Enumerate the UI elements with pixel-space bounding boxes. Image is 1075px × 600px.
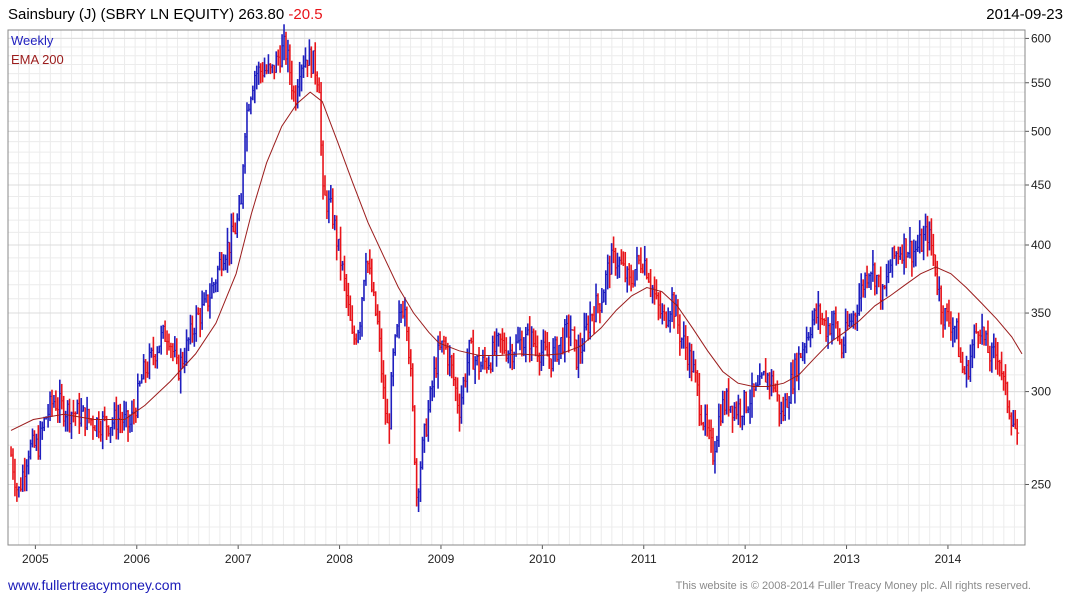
- y-tick-label: 250: [1031, 477, 1051, 491]
- x-tick-label: 2009: [428, 552, 455, 566]
- security-name: Sainsbury (J) (SBRY LN EQUITY): [8, 6, 235, 23]
- y-tick-label: 300: [1031, 385, 1051, 399]
- x-tick-label: 2005: [22, 552, 49, 566]
- x-tick-label: 2011: [631, 552, 657, 566]
- x-tick-label: 2007: [225, 552, 252, 566]
- y-tick-label: 450: [1031, 178, 1051, 192]
- chart-header: Sainsbury (J) (SBRY LN EQUITY) 263.80 -2…: [0, 0, 1075, 30]
- y-tick-label: 550: [1031, 76, 1051, 90]
- ema-200-line: [10, 91, 1023, 431]
- copyright-notice: This website is © 2008-2014 Fuller Treac…: [675, 580, 1031, 592]
- y-tick-label: 350: [1031, 306, 1051, 320]
- legend-ema-200: EMA 200: [11, 52, 64, 67]
- y-tick-label: 400: [1031, 238, 1051, 252]
- plot-frame: [7, 29, 1026, 546]
- y-tick-label: 600: [1031, 31, 1051, 45]
- x-tick-label: 2006: [123, 552, 150, 566]
- x-tick-label: 2014: [935, 552, 962, 566]
- x-tick-label: 2012: [732, 552, 759, 566]
- x-tick-label: 2013: [833, 552, 860, 566]
- legend-weekly: Weekly: [11, 33, 54, 48]
- chart-date: 2014-09-23: [986, 6, 1063, 23]
- x-tick-label: 2008: [326, 552, 353, 566]
- y-tick-label: 500: [1031, 124, 1051, 138]
- x-tick-label: 2010: [529, 552, 556, 566]
- price-change: -20.5: [288, 6, 323, 23]
- website-link[interactable]: www.fullertreacymoney.com: [8, 577, 182, 593]
- last-price: 263.80: [238, 6, 285, 23]
- chart-title: Sainsbury (J) (SBRY LN EQUITY) 263.80 -2…: [8, 6, 323, 23]
